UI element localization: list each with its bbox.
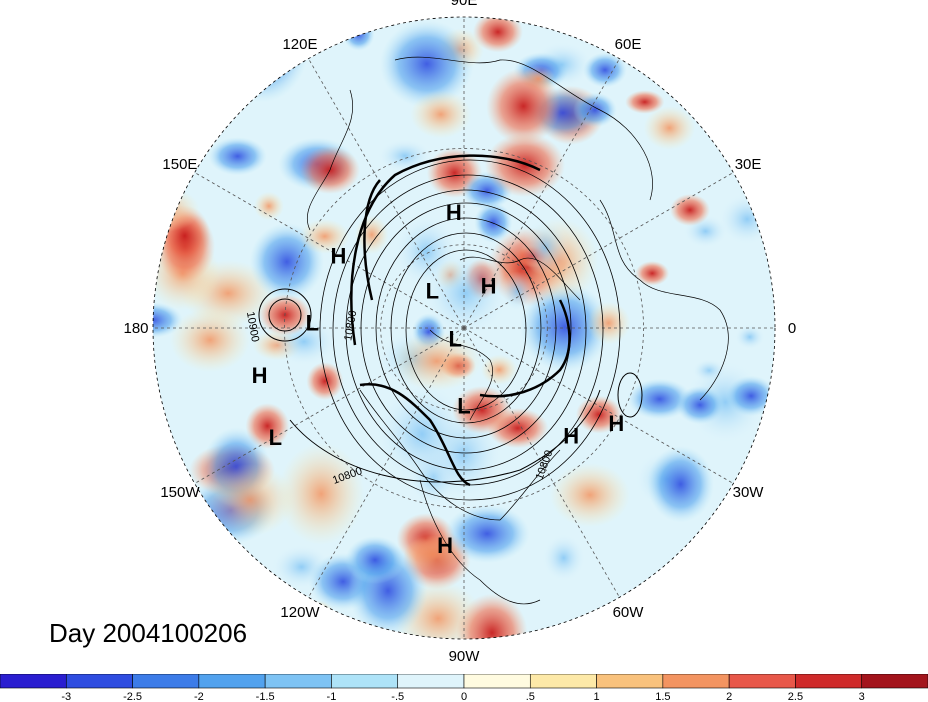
color-scale-bar: -3 -2.5 -2 -1.5 -1 -.5 0 .5 1 1.5 2 2.5 3	[0, 674, 928, 702]
longitude-label: 90E	[451, 0, 478, 9]
longitude-label: 180	[123, 320, 148, 337]
height-contours	[258, 154, 643, 501]
longitude-label: 120W	[280, 604, 320, 621]
colorbar-tick-label: 0	[461, 691, 467, 702]
colorbar-tick-label: -.5	[391, 691, 404, 702]
colorbar-swatch	[596, 674, 664, 689]
colorbar-swatch	[463, 674, 531, 689]
contour-label: 10800	[342, 310, 359, 342]
low-pressure-center: L	[306, 311, 319, 336]
colorbar-swatch	[132, 674, 200, 689]
colorbar-tick-label: -1.5	[256, 691, 275, 702]
colorbar-tick-label: 2.5	[788, 691, 803, 702]
colorbar-swatch	[331, 674, 399, 689]
high-pressure-center: H	[330, 243, 346, 268]
colorbar-swatch	[795, 674, 863, 689]
colorbar-tick-label: -1	[327, 691, 337, 702]
longitude-labels: 90E 60E 120E 30E 150E 180 0 150W 30W 120W 60W 90W	[123, 0, 796, 665]
colorbar-tick-label: 1.5	[655, 691, 670, 702]
colorbar-swatch	[397, 674, 465, 689]
longitude-label: 120E	[282, 36, 317, 53]
longitude-label: 30E	[735, 156, 762, 173]
high-pressure-center: H	[481, 273, 497, 298]
graticule	[153, 17, 775, 639]
colorbar-tick-label: 2	[726, 691, 732, 702]
colorbar-swatch	[861, 674, 928, 689]
date-label: Day 2004100206	[49, 618, 248, 648]
high-pressure-center: H	[252, 363, 268, 388]
longitude-label: 30W	[733, 484, 765, 501]
low-pressure-center: L	[426, 278, 439, 303]
contour-label: 10900	[244, 311, 261, 343]
colorbar-swatch	[65, 674, 133, 689]
high-pressure-center: H	[437, 533, 453, 558]
colorbar-swatch	[264, 674, 332, 689]
colorbar-swatch	[662, 674, 730, 689]
longitude-label: 150E	[162, 156, 197, 173]
colorbar-tick-label: 1	[594, 691, 600, 702]
coastlines	[306, 56, 729, 605]
longitude-label: 60W	[613, 604, 645, 621]
low-pressure-center: L	[449, 326, 462, 351]
colorbar-tick-label: 3	[859, 691, 865, 702]
colorbar-tick-label: -3	[61, 691, 71, 702]
colorbar-tick-label: .5	[526, 691, 535, 702]
high-pressure-center: H	[563, 423, 579, 448]
longitude-label: 150W	[160, 484, 200, 501]
longitude-label: 60E	[615, 36, 642, 53]
colorbar-swatch	[0, 674, 67, 689]
colorbar-tick-label: -2	[194, 691, 204, 702]
colorbar-tick-label: -2.5	[123, 691, 142, 702]
low-pressure-center: L	[269, 425, 282, 450]
colorbar-swatch	[529, 674, 597, 689]
longitude-label: 90W	[449, 648, 481, 665]
colorbar-swatch	[728, 674, 796, 689]
map-boundary	[152, 16, 776, 640]
colorbar-swatch	[198, 674, 266, 689]
high-pressure-center: H	[608, 411, 624, 436]
low-pressure-center: L	[457, 394, 470, 419]
longitude-label: 0	[788, 320, 796, 337]
high-pressure-center: H	[446, 200, 462, 225]
